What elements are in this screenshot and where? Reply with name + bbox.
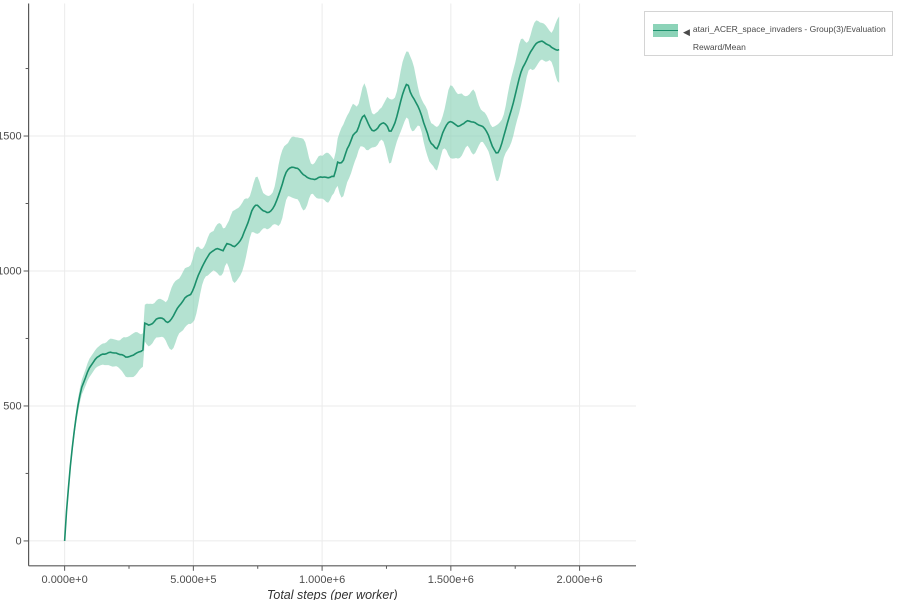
- svg-text:1.000e+6: 1.000e+6: [299, 574, 345, 586]
- svg-text:Total steps (per worker): Total steps (per worker): [267, 588, 398, 600]
- svg-text:5.000e+5: 5.000e+5: [170, 574, 216, 586]
- svg-text:2.000e+6: 2.000e+6: [556, 574, 602, 586]
- svg-text:1000: 1000: [0, 265, 22, 277]
- svg-text:0.000e+0: 0.000e+0: [42, 574, 88, 586]
- svg-text:500: 500: [3, 400, 21, 412]
- svg-text:1500: 1500: [0, 131, 22, 143]
- svg-text:1.500e+6: 1.500e+6: [428, 574, 474, 586]
- svg-text:0: 0: [15, 535, 21, 547]
